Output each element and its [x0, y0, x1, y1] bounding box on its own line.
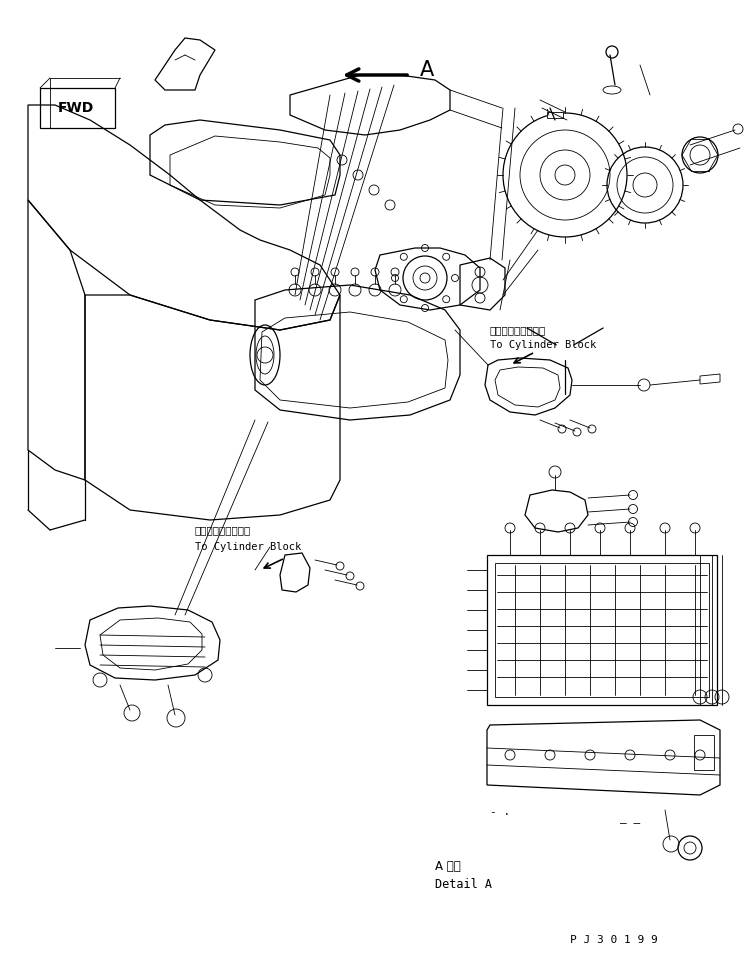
Text: To Cylinder Block: To Cylinder Block — [195, 542, 301, 552]
Text: _ _: _ _ — [620, 813, 640, 823]
Text: シリンダブロックへ: シリンダブロックへ — [490, 325, 546, 335]
Bar — [487, 555, 717, 705]
Bar — [547, 112, 563, 118]
Text: P J 3 0 1 9 9: P J 3 0 1 9 9 — [570, 935, 658, 945]
Text: シリンダブロックへ: シリンダブロックへ — [195, 525, 252, 535]
Text: A: A — [420, 60, 434, 80]
Text: A 詳細: A 詳細 — [435, 860, 461, 874]
Bar — [694, 735, 714, 770]
Text: FWD: FWD — [58, 101, 94, 115]
Bar — [495, 563, 709, 697]
Text: - .: - . — [490, 807, 511, 817]
Text: Detail A: Detail A — [435, 877, 492, 891]
Bar — [40, 88, 115, 128]
Text: To Cylinder Block: To Cylinder Block — [490, 340, 596, 350]
